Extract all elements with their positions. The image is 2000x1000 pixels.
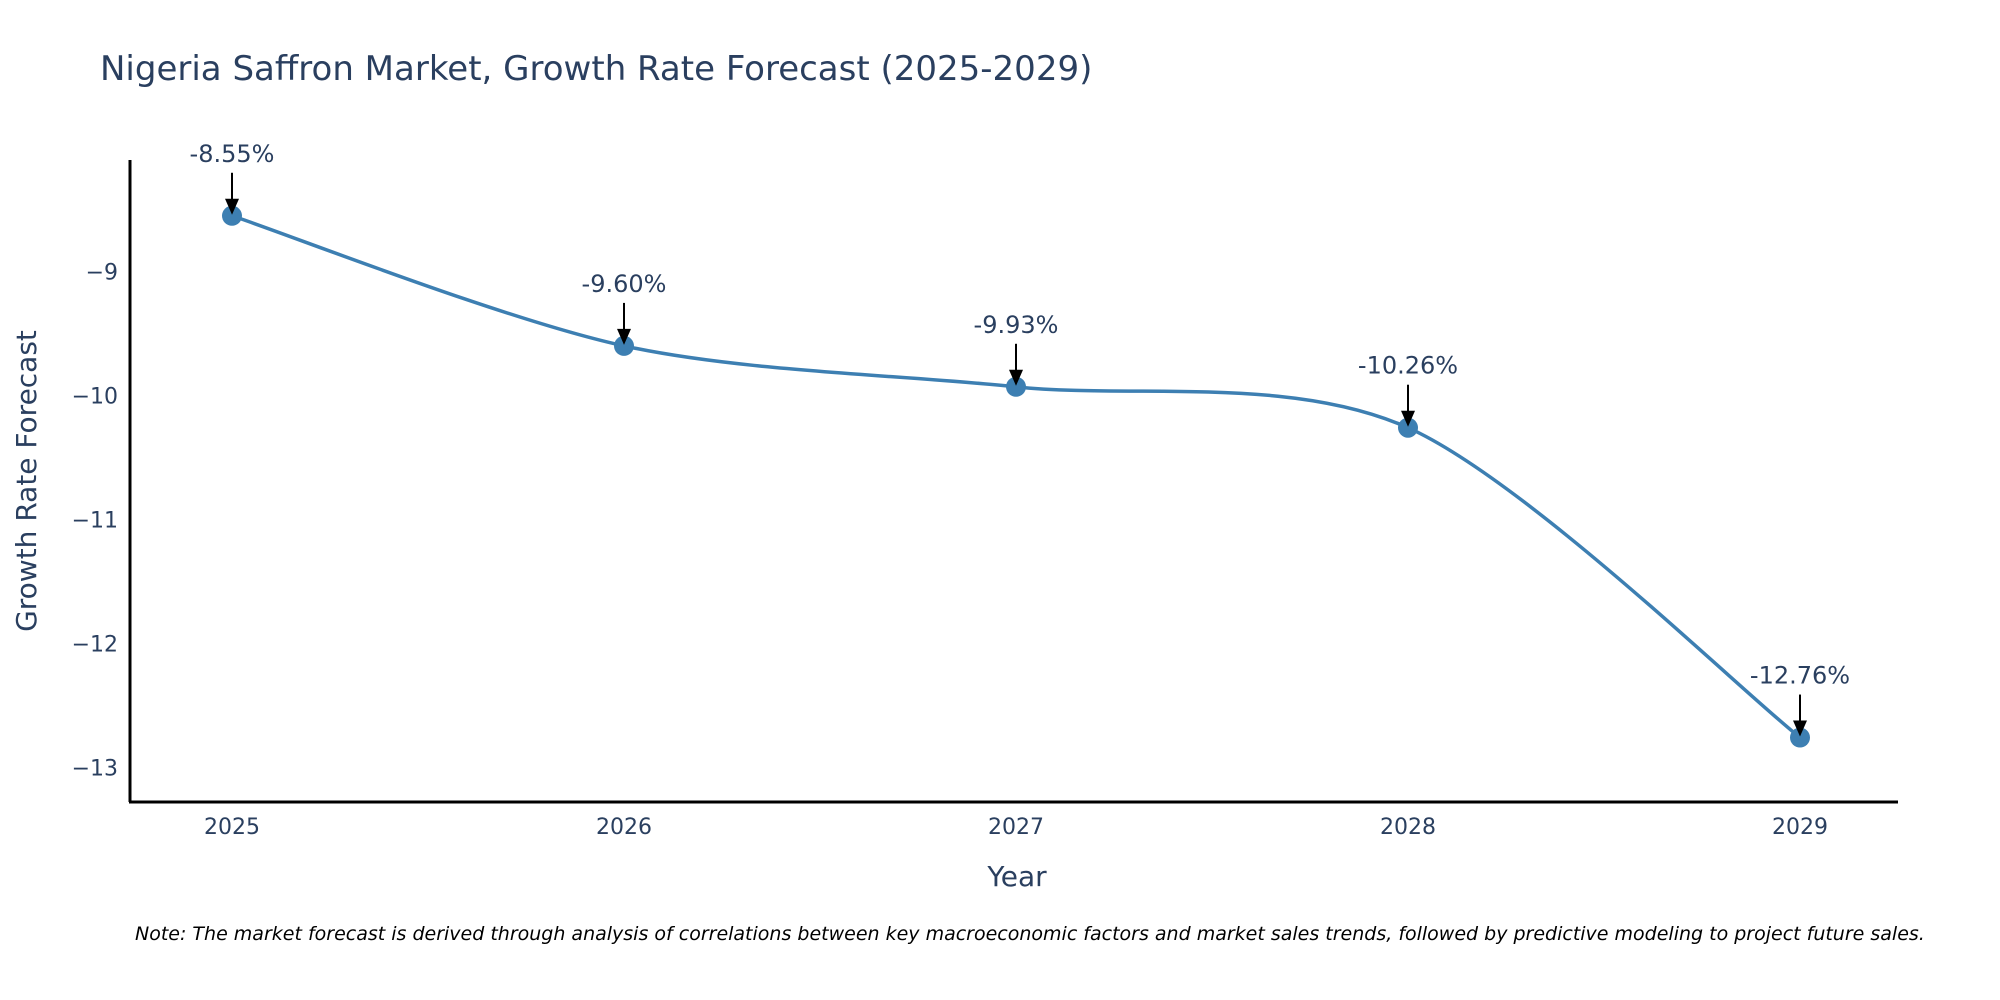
- data-label: -8.55%: [190, 140, 275, 168]
- x-tick-label: 2026: [596, 815, 652, 840]
- x-axis-title: Year: [986, 860, 1047, 893]
- x-ticks: 2025 2026 2027 2028 2029: [204, 815, 1828, 840]
- y-tick-label: −9: [86, 261, 118, 286]
- y-axis-title: Growth Rate Forecast: [10, 330, 43, 632]
- data-label: -12.76%: [1750, 662, 1850, 690]
- annotations: -8.55% -9.60% -9.93% -10.26% -12.76%: [190, 140, 1850, 737]
- y-tick-label: −11: [72, 508, 118, 533]
- chart-title: Nigeria Saffron Market, Growth Rate Fore…: [100, 49, 1092, 89]
- axes: [128, 160, 1898, 804]
- series-line: [231, 214, 1802, 739]
- annotation-arrow-head: [1401, 410, 1415, 427]
- data-label: -9.93%: [974, 311, 1059, 339]
- x-tick-label: 2027: [988, 815, 1044, 840]
- x-tick-label: 2025: [204, 815, 260, 840]
- annotation-arrow-head: [617, 328, 631, 345]
- y-ticks: −9 −10 −11 −12 −13: [72, 261, 118, 782]
- y-tick-label: −12: [72, 632, 118, 657]
- x-tick-label: 2029: [1772, 815, 1828, 840]
- y-tick-label: −13: [72, 756, 118, 781]
- data-point: [614, 335, 634, 356]
- annotation-arrow-head: [225, 198, 239, 215]
- data-label: -10.26%: [1358, 352, 1458, 380]
- chart-note: Note: The market forecast is derived thr…: [135, 923, 1925, 945]
- data-point: [1006, 376, 1026, 397]
- annotation-arrow-head: [1009, 369, 1023, 386]
- y-tick-label: −10: [72, 384, 118, 409]
- data-point: [1398, 417, 1418, 438]
- x-tick-label: 2028: [1380, 815, 1436, 840]
- data-label: -9.60%: [582, 270, 667, 298]
- data-point: [1790, 727, 1810, 748]
- data-point: [222, 205, 242, 226]
- annotation-arrow-head: [1793, 720, 1807, 737]
- series: [222, 205, 1810, 748]
